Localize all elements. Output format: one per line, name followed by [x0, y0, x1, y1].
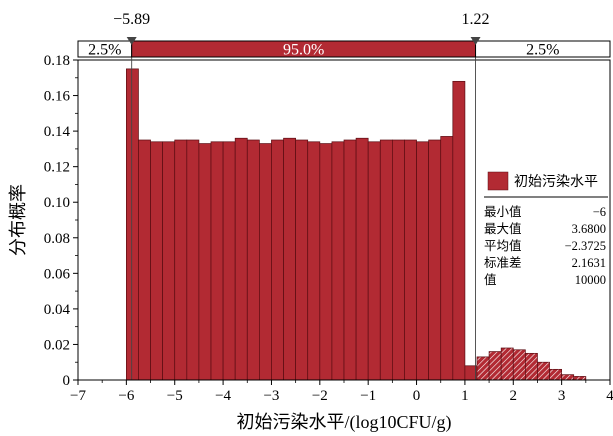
percent-band-label: 2.5%: [526, 42, 559, 59]
x-tick-label: −3: [263, 388, 279, 404]
histogram-bar: [126, 68, 139, 381]
x-tick-label: −1: [360, 388, 376, 404]
histogram-bar: [573, 376, 587, 381]
x-tick-label: 4: [606, 388, 613, 404]
y-tick-label: 0.18: [44, 53, 70, 69]
x-tick-label: −2: [312, 388, 328, 404]
x-tick-label: −5: [167, 388, 183, 404]
stat-label: 平均值: [484, 238, 522, 253]
x-axis: −7 −6 −5 −4 −3 −2 −1 0 1 2 3 4: [70, 379, 613, 404]
stats-legend: 初始污染水平 最小值 −6 最大值 3.6800 平均值 −2.3725 标准差 2.1631…: [484, 171, 608, 287]
percentile-marker-arrow: [470, 37, 481, 45]
plot-area: [77, 41, 611, 381]
percent-band-label: 2.5%: [88, 42, 121, 59]
x-tick-label: 1: [461, 388, 469, 404]
histogram-bar: [174, 139, 188, 381]
stat-label: 标准差: [484, 256, 522, 270]
histogram-bar: [440, 136, 454, 381]
histogram-bar: [186, 139, 200, 381]
histogram-bar: [234, 137, 248, 381]
percentile-marker-label: −5.89: [113, 11, 150, 28]
x-tick-label: 3: [558, 388, 566, 404]
histogram-bar: [150, 141, 163, 381]
y-axis: 0 0.02 0.04 0.06 0.08 0.10 0.12 0.14 0.16 0.18: [44, 53, 79, 389]
percent-band-strip: 2.5% 95.0% 2.5%: [77, 40, 611, 59]
histogram-bar: [404, 139, 417, 381]
percent-band-tail: [475, 40, 611, 58]
x-axis-title: 初始污染水平/(log10CFU/g): [236, 412, 451, 433]
stat-label: 最大值: [484, 221, 522, 236]
y-tick-label: 0.14: [44, 124, 71, 140]
stats-table: 最小值 −6 最大值 3.6800 平均值 −2.3725 标准差 2.1631 值 10000: [484, 204, 606, 287]
histogram-bar: [162, 141, 176, 381]
y-tick-label: 0.06: [44, 266, 71, 282]
marker-lines: [131, 41, 476, 380]
histogram-bar: [428, 139, 442, 381]
stat-label: 值: [484, 272, 497, 287]
histogram-bar: [319, 143, 333, 381]
histogram-bar: [259, 143, 272, 381]
histogram-bar: [271, 139, 284, 381]
histogram-bar: [138, 139, 151, 381]
percentile-marker-arrow: [126, 37, 137, 45]
y-tick-label: 0.16: [44, 89, 71, 105]
histogram-bar: [500, 347, 514, 381]
histogram-bar: [295, 139, 309, 381]
legend-swatch: [487, 171, 509, 191]
stat-value: 3.6800: [572, 222, 606, 236]
marker-labels: −5.89 1.22: [113, 11, 490, 45]
y-tick-label: 0.12: [44, 160, 70, 176]
histogram-bar: [210, 141, 224, 381]
x-tick-label: −6: [118, 388, 134, 404]
percentile-marker-label: 1.22: [462, 11, 490, 28]
y-tick-label: 0.04: [44, 302, 71, 318]
histogram-bar: [525, 352, 538, 381]
histogram-bar: [392, 139, 405, 381]
histogram-bar: [476, 356, 490, 381]
stat-value: 10000: [575, 273, 606, 287]
histogram-bar: [561, 374, 575, 381]
y-axis-title: 分布概率: [8, 184, 28, 256]
histogram-bar: [246, 139, 260, 381]
histogram-bar: [416, 141, 429, 381]
y-tick-label: 0.10: [44, 195, 70, 211]
percent-band-label: 95.0%: [283, 42, 324, 59]
histogram-bar: [488, 351, 502, 381]
stat-value: −2.3725: [565, 239, 606, 253]
histogram-bar: [512, 349, 526, 381]
histogram-bar: [537, 361, 550, 381]
histogram-bar: [452, 80, 466, 381]
y-tick-label: 0: [63, 373, 71, 389]
stat-label: 最小值: [484, 204, 522, 219]
histogram-bar: [222, 141, 236, 381]
y-tick-label: 0.02: [44, 337, 70, 353]
histogram-bar: [379, 139, 393, 381]
x-tick-label: −4: [215, 388, 231, 404]
x-tick-label: 0: [413, 388, 421, 404]
histogram-bar: [549, 368, 562, 381]
legend-series-name: 初始污染水平: [514, 173, 598, 190]
histogram-bar: [331, 141, 345, 381]
x-tick-label: −7: [70, 388, 86, 404]
stat-value: 2.1631: [572, 256, 606, 270]
x-tick-label: 2: [510, 388, 518, 404]
bar-series: [126, 68, 587, 381]
histogram-bar: [343, 139, 357, 381]
histogram-bar: [355, 137, 369, 381]
histogram-bar: [283, 137, 296, 381]
histogram-bar: [367, 141, 381, 381]
histogram-bar: [198, 143, 212, 381]
y-tick-label: 0.08: [44, 231, 70, 247]
histogram-bar: [307, 141, 321, 381]
stat-value: −6: [593, 205, 606, 219]
